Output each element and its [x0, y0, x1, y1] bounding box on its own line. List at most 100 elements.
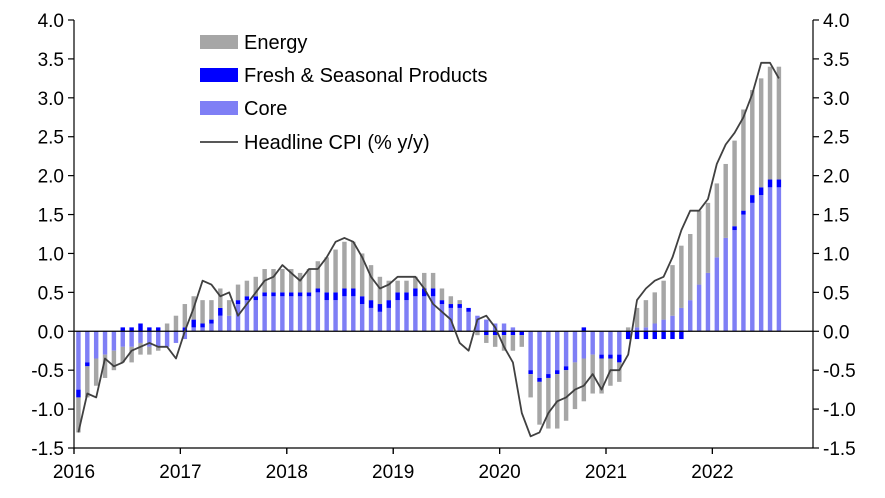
fresh-bar	[679, 331, 684, 340]
energy-bar	[138, 342, 143, 355]
fresh-bar	[661, 331, 666, 340]
fresh-bar	[395, 292, 400, 301]
fresh-bar	[484, 331, 489, 336]
core-bar	[732, 230, 737, 332]
energy-bar	[111, 350, 117, 371]
fresh-bar	[501, 331, 507, 336]
energy-bar	[457, 300, 462, 305]
legend-swatch-core	[200, 101, 238, 115]
fresh-bar	[138, 323, 143, 332]
energy-bar	[705, 202, 711, 273]
core-bar	[430, 296, 436, 332]
energy-bar	[741, 109, 746, 211]
fresh-bar	[563, 366, 569, 371]
fresh-bar	[386, 300, 391, 308]
x-tick-label: 2022	[691, 462, 733, 483]
right-y-tick-label: -1.0	[823, 400, 856, 421]
core-bar	[767, 187, 773, 332]
fresh-bar	[218, 307, 223, 316]
core-bar	[723, 237, 728, 332]
energy-bar	[625, 327, 631, 332]
energy-bar	[386, 280, 391, 301]
energy-bar	[377, 276, 383, 305]
energy-bar	[120, 346, 125, 363]
energy-bar	[271, 269, 276, 293]
fresh-bar	[262, 292, 267, 297]
core-bar	[164, 331, 170, 347]
energy-bar	[519, 335, 524, 347]
fresh-bar	[297, 292, 303, 297]
energy-bar	[475, 331, 480, 336]
fresh-bar	[422, 288, 427, 297]
core-bar	[457, 307, 462, 332]
fresh-bar	[200, 323, 205, 328]
core-bar	[102, 331, 108, 355]
fresh-bar	[670, 331, 675, 340]
x-tick-label: 2019	[372, 462, 414, 483]
energy-bar	[306, 269, 312, 293]
energy-bar	[563, 370, 569, 421]
energy-bar	[750, 90, 755, 196]
axes	[73, 20, 814, 449]
energy-bar	[484, 335, 489, 343]
fresh-bar	[430, 288, 436, 297]
core-bar	[688, 300, 693, 332]
energy-bar	[209, 300, 214, 320]
energy-bar	[670, 265, 675, 316]
fresh-bar	[776, 179, 782, 188]
core-bar	[714, 257, 720, 332]
core-bar	[333, 300, 338, 332]
energy-bar	[129, 346, 134, 363]
core-bar	[289, 296, 294, 332]
left-y-tick-label: -0.5	[31, 361, 64, 382]
energy-bar	[581, 358, 587, 402]
core-bar	[484, 319, 489, 332]
fresh-bar	[652, 331, 657, 340]
core-bar	[776, 187, 782, 332]
fresh-bar	[608, 354, 613, 359]
core-bar	[324, 300, 329, 332]
core-bar	[466, 311, 471, 332]
legend-label-energy: Energy	[244, 32, 307, 54]
core-bar	[235, 304, 241, 332]
fresh-bar	[76, 389, 81, 398]
right-y-tick-label: -1.5	[823, 439, 856, 460]
x-tick-label: 2020	[478, 462, 520, 483]
energy-bar	[413, 276, 418, 289]
energy-bar	[297, 272, 303, 293]
core-bar	[209, 323, 214, 332]
core-bar	[563, 331, 569, 367]
left-y-tick-label: 2.0	[38, 167, 64, 188]
energy-bar	[776, 66, 782, 180]
energy-bar	[422, 272, 427, 289]
right-y-tick-label: 3.0	[823, 89, 849, 110]
core-bar	[581, 331, 587, 359]
fresh-bar	[147, 327, 152, 332]
energy-bar	[85, 366, 90, 398]
core-bar	[315, 292, 321, 332]
core-bar	[758, 195, 764, 332]
core-bar	[422, 296, 427, 332]
legend-label-headline: Headline CPI (% y/y)	[244, 132, 430, 154]
core-bar	[306, 296, 312, 332]
core-bar	[439, 304, 445, 332]
core-bar	[147, 331, 152, 347]
energy-bar	[767, 66, 773, 180]
energy-bar	[395, 280, 400, 293]
core-bar	[351, 296, 356, 332]
energy-bar	[643, 300, 649, 328]
core-bar	[510, 327, 516, 332]
fresh-bar	[537, 377, 542, 382]
energy-bar	[342, 241, 347, 289]
energy-bar	[93, 358, 99, 386]
energy-bar	[732, 140, 737, 227]
core-bar	[661, 319, 666, 332]
energy-bar	[501, 335, 507, 351]
energy-bar	[599, 358, 604, 394]
right-y-tick-label: 3.5	[823, 50, 849, 71]
fresh-bar	[767, 179, 773, 188]
energy-bar	[528, 374, 533, 398]
x-tick-label: 2017	[159, 462, 201, 483]
fresh-bar	[643, 331, 649, 340]
right-y-tick-label: 0.5	[823, 283, 849, 304]
